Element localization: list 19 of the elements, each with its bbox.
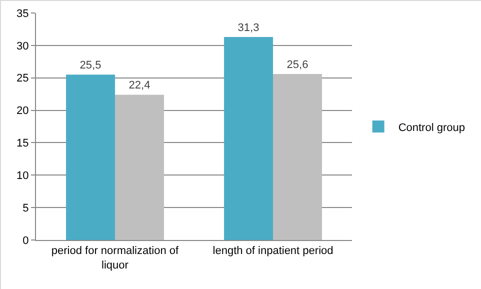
data-label: 25,6 — [286, 58, 308, 71]
bar — [273, 74, 322, 240]
y-tick-label: 25 — [16, 72, 29, 85]
data-label: 22,4 — [128, 80, 150, 92]
y-tick-label: 5 — [22, 202, 29, 214]
y-tick-label: 20 — [16, 105, 29, 118]
bar — [224, 37, 273, 240]
bar — [115, 94, 164, 240]
legend-label: Control group — [398, 122, 465, 134]
y-tick-label: 10 — [16, 170, 29, 182]
data-label: 31,3 — [238, 22, 260, 34]
y-tick-label: 35 — [16, 8, 29, 20]
x-tick-label: period for normalization of liquor — [51, 245, 180, 272]
y-tick-label: 30 — [16, 40, 29, 52]
x-tick-label: length of inpatient period — [212, 245, 334, 258]
data-label: 25,5 — [80, 60, 102, 72]
y-tick-label: 0 — [22, 234, 29, 247]
y-tick-label: 15 — [16, 138, 29, 150]
bar — [66, 74, 115, 240]
